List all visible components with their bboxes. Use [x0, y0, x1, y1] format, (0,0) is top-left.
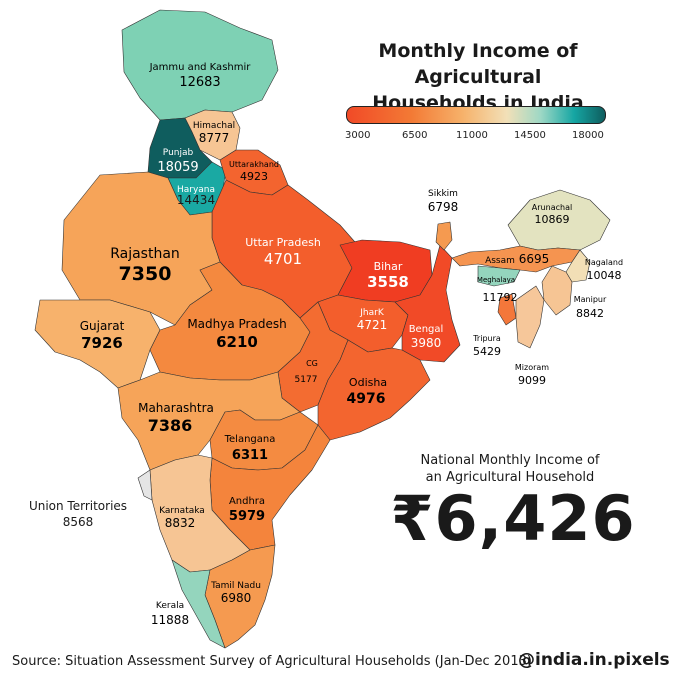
label-jharkhand-name: JharK: [359, 308, 385, 318]
label-madhya-pradesh-name: Madhya Pradesh: [187, 317, 286, 331]
national-income-label-line2: an Agricultural Household: [425, 470, 595, 485]
region-bengal: [394, 244, 461, 363]
national-income-value: ₹6,426: [390, 482, 636, 555]
label-rajasthan-name: Rajasthan: [110, 246, 180, 262]
label-sikkim-value: 6798: [428, 200, 459, 214]
region-assam: [451, 245, 581, 273]
label-tamil-nadu-name: Tamil Nadu: [210, 581, 261, 591]
label-kerala-name: Kerala: [156, 601, 184, 611]
label-gujarat-value: 7926: [81, 334, 123, 352]
label-haryana-name: Haryana: [177, 185, 215, 195]
label-punjab-name: Punjab: [163, 148, 194, 158]
label-himachal-name: Himachal: [193, 121, 235, 131]
label-uttar-pradesh-name: Uttar Pradesh: [245, 236, 321, 249]
label-punjab-value: 18059: [157, 160, 198, 175]
union-territories-label: Union Territories 8568: [18, 498, 138, 530]
region-jammu-kashmir: [121, 9, 279, 121]
region-mizoram: [515, 285, 545, 349]
label-odisha-value: 4976: [347, 391, 386, 407]
national-income-label-line1: National Monthly Income of: [420, 453, 600, 468]
label-bengal-value: 3980: [411, 336, 442, 350]
label-mizoram-value: 9099: [518, 374, 546, 387]
label-karnataka-name: Karnataka: [159, 506, 205, 516]
region-union-territory: [137, 469, 153, 501]
label-andhra-value: 5979: [229, 509, 265, 524]
label-madhya-pradesh-value: 6210: [216, 333, 258, 351]
label-andhra-name: Andhra: [229, 496, 265, 507]
label-bihar-name: Bihar: [374, 260, 403, 273]
label-nagaland-name: Nagaland: [585, 258, 623, 267]
label-tripura-name: Tripura: [472, 334, 501, 343]
label-jammu-kashmir-name: Jammu and Kashmir: [149, 62, 252, 73]
label-rajasthan-value: 7350: [119, 263, 172, 285]
label-assam-value: 6695: [519, 252, 550, 266]
label-tamil-nadu-value: 6980: [221, 591, 252, 605]
label-jammu-kashmir-value: 12683: [179, 75, 220, 90]
label-gujarat-name: Gujarat: [80, 319, 125, 333]
union-territories-name: Union Territories: [28, 499, 128, 513]
region-tripura: [497, 293, 517, 326]
national-income-label: National Monthly Income of an Agricultur…: [404, 452, 616, 486]
union-territories-value: 8568: [62, 515, 94, 529]
label-arunachal-value: 10869: [535, 213, 570, 226]
label-manipur-name: Manipur: [574, 295, 607, 304]
label-jharkhand-value: 4721: [357, 318, 388, 332]
label-telangana-value: 6311: [232, 448, 268, 463]
label-meghalaya-name: Meghalaya: [477, 276, 515, 284]
label-kerala-value: 11888: [151, 613, 189, 627]
color-scale-legend: [346, 106, 606, 124]
label-mizoram-name: Mizoram: [515, 363, 549, 372]
label-assam-name: Assam: [485, 256, 515, 266]
label-karnataka-value: 8832: [165, 516, 196, 530]
region-meghalaya: [477, 265, 521, 287]
label-uttarakhand-value: 4923: [240, 170, 268, 183]
source-note: Source: Situation Assessment Survey of A…: [12, 654, 532, 669]
author-handle: @india.in.pixels: [518, 650, 670, 670]
map-title-line1: Monthly Income of Agricultural: [378, 40, 578, 88]
legend-tick: 18000: [572, 130, 604, 141]
label-bengal-name: Bengal: [409, 324, 444, 335]
label-meghalaya-value: 11792: [483, 291, 518, 304]
label-uttar-pradesh-value: 4701: [264, 250, 302, 268]
label-tripura-value: 5429: [473, 345, 501, 358]
map-title: Monthly Income of Agricultural Household…: [318, 38, 638, 116]
label-maharashtra-value: 7386: [148, 416, 193, 435]
legend-tick: 14500: [514, 130, 546, 141]
region-sikkim: [435, 221, 453, 251]
label-odisha-name: Odisha: [349, 376, 387, 389]
label-bihar-value: 3558: [367, 273, 409, 291]
label-uttarakhand-name: Uttarakhand: [229, 160, 279, 169]
label-telangana-name: Telangana: [224, 434, 276, 445]
label-himachal-value: 8777: [199, 131, 230, 145]
region-manipur: [541, 265, 573, 316]
label-chhattisgarh-value: 5177: [295, 375, 318, 385]
label-chhattisgarh-name: CG: [306, 359, 318, 368]
label-sikkim-name: Sikkim: [428, 189, 458, 199]
label-arunachal-name: Arunachal: [532, 203, 572, 212]
label-manipur-value: 8842: [576, 307, 604, 320]
legend-tick: 6500: [402, 130, 428, 141]
region-kerala: [171, 559, 226, 649]
label-haryana-value: 14434: [177, 193, 215, 207]
label-nagaland-value: 10048: [587, 269, 622, 282]
legend-tick: 11000: [456, 130, 488, 141]
legend-tick: 3000: [345, 130, 371, 141]
label-maharashtra-name: Maharashtra: [138, 401, 214, 415]
